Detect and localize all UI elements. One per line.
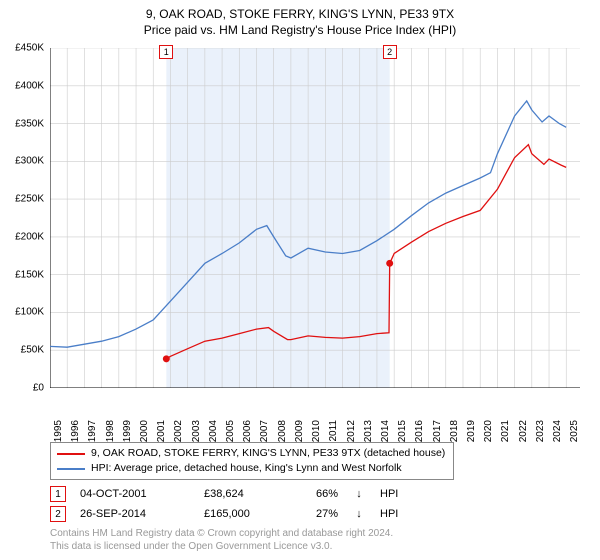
footer-line-2: This data is licensed under the Open Gov…	[50, 541, 393, 554]
x-tick-label: 2009	[294, 420, 305, 442]
x-tick-label: 2013	[363, 420, 374, 442]
chart-area: 1995199619971998199920002001200220032004…	[50, 48, 580, 408]
legend-label-hpi: HPI: Average price, detached house, King…	[91, 461, 402, 476]
marker-price: £38,624	[204, 488, 289, 500]
marker-date: 26-SEP-2014	[80, 508, 190, 520]
plot-marker-2: 2	[383, 45, 397, 59]
x-tick-label: 2022	[518, 420, 529, 442]
x-tick-label: 1998	[105, 420, 116, 442]
marker-date: 04-OCT-2001	[80, 488, 190, 500]
x-tick-label: 2004	[208, 420, 219, 442]
footer: Contains HM Land Registry data © Crown c…	[50, 528, 393, 553]
x-tick-label: 2021	[500, 420, 511, 442]
marker-hpi-label: HPI	[380, 508, 410, 520]
marker-number-icon: 2	[50, 506, 66, 522]
x-tick-label: 2024	[552, 420, 563, 442]
marker-pct: 66%	[303, 488, 338, 500]
x-tick-label: 2001	[156, 420, 167, 442]
chart-container: 9, OAK ROAD, STOKE FERRY, KING'S LYNN, P…	[0, 0, 600, 560]
y-tick-label: £150K	[15, 269, 44, 280]
down-arrow-icon: ↓	[352, 508, 366, 520]
x-tick-label: 2005	[225, 420, 236, 442]
y-axis-labels: £0£50K£100K£150K£200K£250K£300K£350K£400…	[0, 48, 48, 388]
marker-hpi-label: HPI	[380, 488, 410, 500]
y-tick-label: £100K	[15, 307, 44, 318]
x-tick-label: 1995	[53, 420, 64, 442]
legend-swatch-price	[57, 453, 85, 455]
x-tick-label: 2006	[242, 420, 253, 442]
x-tick-label: 2023	[535, 420, 546, 442]
x-axis-labels: 1995199619971998199920002001200220032004…	[50, 392, 580, 412]
x-tick-label: 2018	[449, 420, 460, 442]
marker-row-2: 2 26-SEP-2014 £165,000 27% ↓ HPI	[50, 504, 410, 524]
marker-table: 1 04-OCT-2001 £38,624 66% ↓ HPI 2 26-SEP-2014 £1…	[50, 484, 410, 524]
x-tick-label: 2025	[569, 420, 580, 442]
y-tick-label: £400K	[15, 80, 44, 91]
legend-label-price: 9, OAK ROAD, STOKE FERRY, KING'S LYNN, P…	[91, 446, 445, 461]
y-tick-label: £300K	[15, 156, 44, 167]
x-tick-label: 2003	[191, 420, 202, 442]
legend-row-hpi: HPI: Average price, detached house, King…	[57, 461, 447, 476]
x-tick-label: 2015	[397, 420, 408, 442]
plot-marker-1: 1	[159, 45, 173, 59]
y-tick-label: £250K	[15, 194, 44, 205]
down-arrow-icon: ↓	[352, 488, 366, 500]
title-line-1: 9, OAK ROAD, STOKE FERRY, KING'S LYNN, P…	[0, 6, 600, 22]
x-tick-label: 1997	[87, 420, 98, 442]
legend-row-price: 9, OAK ROAD, STOKE FERRY, KING'S LYNN, P…	[57, 446, 447, 461]
x-tick-label: 1999	[122, 420, 133, 442]
footer-line-1: Contains HM Land Registry data © Crown c…	[50, 528, 393, 541]
x-tick-label: 2007	[259, 420, 270, 442]
x-tick-label: 2000	[139, 420, 150, 442]
x-tick-label: 2014	[380, 420, 391, 442]
marker-price: £165,000	[204, 508, 289, 520]
marker-pct: 27%	[303, 508, 338, 520]
x-tick-label: 2017	[432, 420, 443, 442]
x-tick-label: 2016	[414, 420, 425, 442]
x-tick-label: 1996	[70, 420, 81, 442]
x-tick-label: 2010	[311, 420, 322, 442]
x-tick-label: 2002	[173, 420, 184, 442]
chart-svg	[50, 48, 580, 388]
y-tick-label: £200K	[15, 231, 44, 242]
title-block: 9, OAK ROAD, STOKE FERRY, KING'S LYNN, P…	[0, 0, 600, 38]
legend-swatch-hpi	[57, 468, 85, 470]
y-tick-label: £0	[33, 383, 44, 394]
x-tick-label: 2020	[483, 420, 494, 442]
marker-number-icon: 1	[50, 486, 66, 502]
title-line-2: Price paid vs. HM Land Registry's House …	[0, 22, 600, 38]
x-tick-label: 2019	[466, 420, 477, 442]
x-tick-label: 2008	[277, 420, 288, 442]
y-tick-label: £350K	[15, 118, 44, 129]
marker-row-1: 1 04-OCT-2001 £38,624 66% ↓ HPI	[50, 484, 410, 504]
y-tick-label: £450K	[15, 43, 44, 54]
x-tick-label: 2012	[346, 420, 357, 442]
x-tick-label: 2011	[328, 420, 339, 442]
y-tick-label: £50K	[21, 345, 44, 356]
legend: 9, OAK ROAD, STOKE FERRY, KING'S LYNN, P…	[50, 442, 454, 480]
